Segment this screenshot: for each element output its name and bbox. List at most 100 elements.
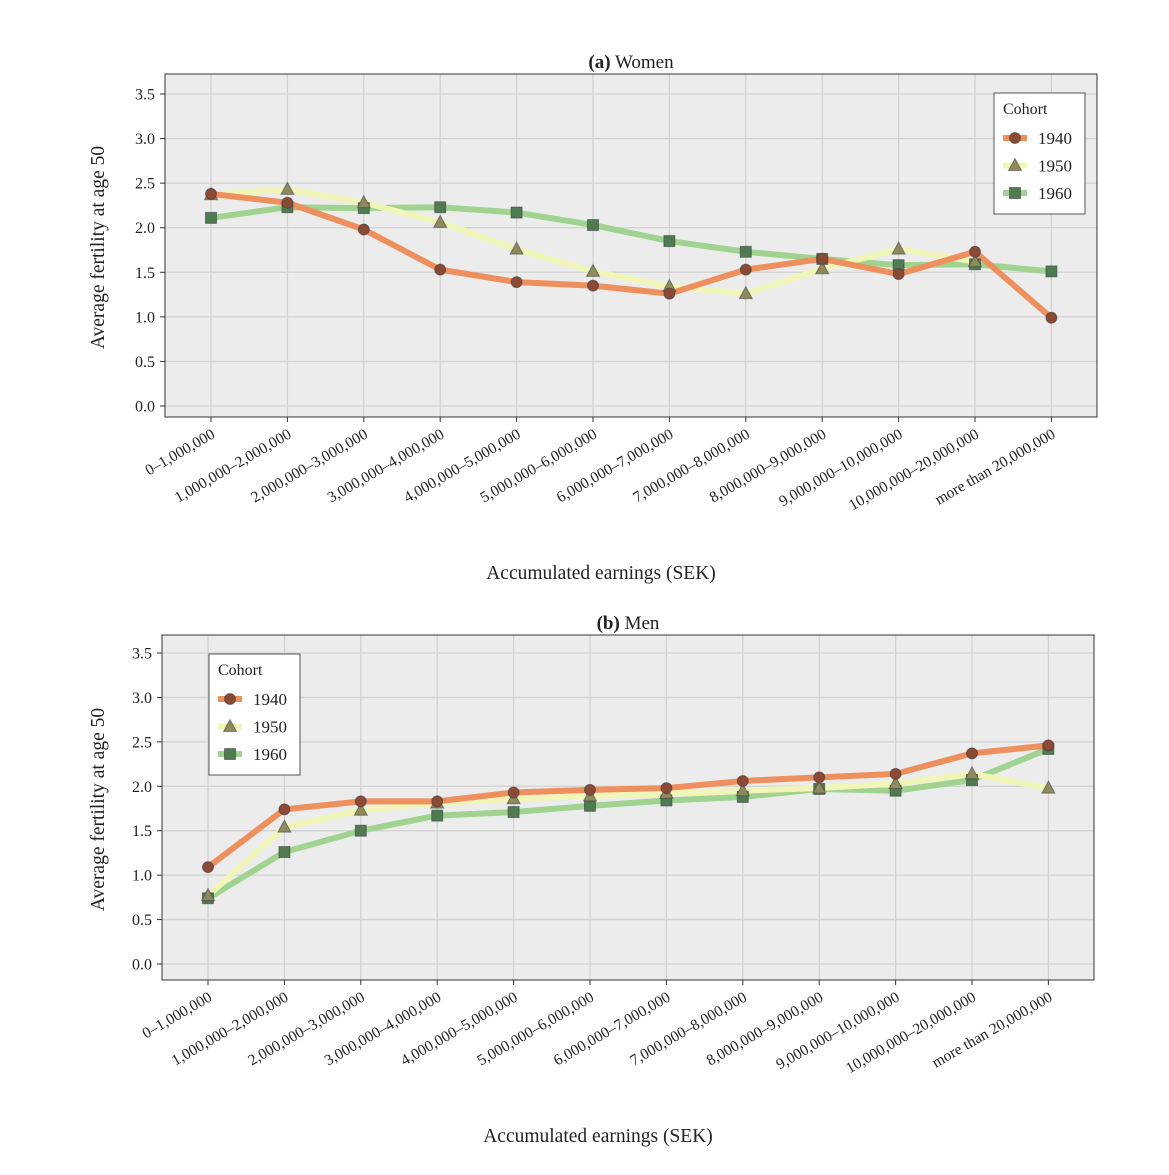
plot-background [165,74,1097,417]
legend-key-marker [224,693,236,705]
series-line-1950 [205,770,1052,899]
data-point-1940 [892,268,905,281]
data-point-1950 [353,802,369,816]
legend-label: 1960 [253,745,287,764]
series-line-1960 [208,204,1055,275]
data-point-1950 [200,887,216,902]
data-point-1960 [1045,265,1058,278]
legend-label: 1960 [1038,184,1072,203]
y-tick-label: 2.0 [132,779,152,796]
data-point-1940 [816,252,829,265]
legend-key-marker [1007,157,1023,171]
data-point-1940 [281,196,294,209]
data-point-1940 [739,263,752,276]
data-point-1940 [1042,739,1055,752]
data-point-1940 [357,223,370,236]
y-tick-label: 2.0 [135,220,155,237]
data-point-1940 [660,782,673,795]
y-tick-label: 1.0 [135,309,155,326]
data-point-1940 [813,771,826,784]
x-axis-title: Accumulated earnings (SEK) [483,1126,713,1147]
data-point-1950 [509,241,524,255]
x-axis: 0–1,000,0001,000,000–2,000,0002,000,000–… [142,417,1059,514]
legend-key-marker [1009,132,1021,144]
data-point-1960 [354,824,367,837]
legend: Cohort 1940 1950 1960 [208,653,301,776]
data-point-1950 [888,775,903,790]
data-point-1950 [1041,780,1056,794]
y-tick-label: 3.0 [135,131,155,148]
data-point-1940 [278,803,291,816]
data-point-1960 [205,211,217,224]
plot-border [161,634,1095,981]
chart-title-prefix: (a) [588,52,610,73]
legend-label: 1950 [253,718,287,737]
legend-key-marker [224,748,236,760]
legend-box [208,653,301,776]
series-line-1940 [208,190,1055,321]
data-point-1960 [739,245,752,258]
data-point-1940 [431,795,444,808]
series-markers [200,739,1056,905]
data-point-1960 [587,219,599,232]
data-point-1960 [431,809,444,822]
legend: Cohort 1940 1950 1960 [993,92,1086,215]
legend-label: 1940 [253,690,287,709]
data-point-1950 [280,181,295,195]
data-point-1960 [434,201,447,214]
chart-title-text: Women [611,52,675,73]
series-line-1940 [205,742,1052,871]
y-tick-label: 0.5 [135,354,155,371]
x-tick-label: 10,000,000–20,000,000 [846,426,982,514]
data-point-1950 [432,214,448,228]
y-tick-label: 0.0 [132,957,152,974]
legend-title: Cohort [1003,101,1048,118]
y-axis: 0.0 0.5 1.0 1.5 2.0 2.5 3.0 3.5 [132,646,162,974]
legend-key-marker [222,718,238,732]
y-tick-label: 0.0 [135,399,155,416]
y-tick-label: 3.5 [135,87,155,104]
data-point-1950 [277,819,292,833]
data-point-1960 [507,806,520,819]
plot-border [164,73,1098,418]
data-point-1960 [510,206,523,219]
data-point-1940 [663,287,676,300]
panel-women: 0.0 0.5 1.0 1.5 2.0 2.5 3.0 3.5 0–1,000,0001,000… [88,52,1098,584]
series-markers [203,181,1058,324]
legend-key-marker [1009,187,1021,199]
data-point-1940 [202,861,214,874]
data-point-1940 [1045,311,1058,324]
legend-label: 1940 [1038,129,1072,148]
y-tick-label: 1.0 [132,868,152,885]
data-point-1950 [967,253,983,268]
y-tick-label: 3.5 [132,646,152,663]
data-point-1940 [434,263,447,276]
data-point-1940 [584,783,596,796]
chart-title-prefix: (b) [597,613,620,634]
data-point-1960 [278,846,291,859]
y-axis-title: Average fertility at age 50 [88,146,109,349]
y-tick-label: 0.5 [132,912,152,929]
data-point-1940 [354,795,367,808]
y-tick-label: 1.5 [132,823,152,840]
y-axis: 0.0 0.5 1.0 1.5 2.0 2.5 3.0 3.5 [135,87,165,416]
x-axis: 0–1,000,0001,000,000–2,000,0002,000,000–… [139,980,1056,1077]
x-tick-label: 9,000,000–10,000,000 [776,426,906,511]
data-point-1940 [969,245,981,258]
data-point-1940 [889,767,902,780]
x-tick-label: 9,000,000–10,000,000 [773,989,903,1074]
data-point-1940 [966,747,978,760]
y-tick-label: 2.5 [135,176,155,193]
x-tick-label: 10,000,000–20,000,000 [843,989,979,1077]
data-point-1940 [205,187,217,200]
series-lines [205,742,1052,902]
data-point-1950 [964,765,980,780]
legend-label: 1950 [1038,157,1072,176]
y-tick-label: 2.5 [132,734,152,751]
chart-title: (a) Women [588,52,674,73]
y-tick-label: 3.0 [132,690,152,707]
series-line-1960 [205,745,1052,902]
data-point-1940 [510,276,523,289]
panel-men: 0.0 0.5 1.0 1.5 2.0 2.5 3.0 3.5 0–1,000,0001,000… [88,613,1095,1147]
